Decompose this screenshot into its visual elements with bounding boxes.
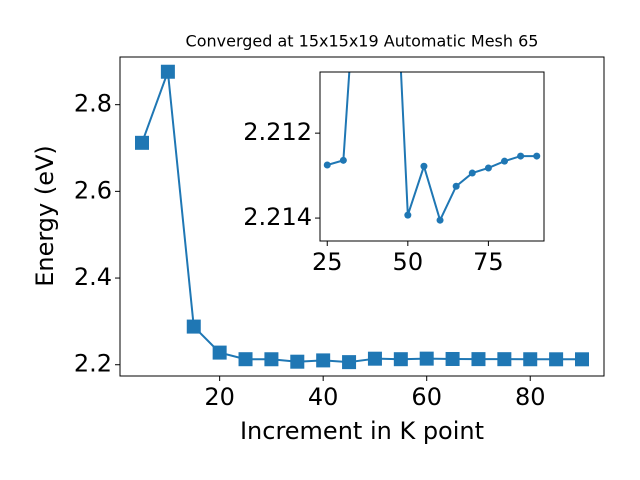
- x-axis-label: Increment in K point: [240, 417, 484, 445]
- marker: [342, 355, 357, 370]
- x-tick-label: 20: [204, 383, 235, 411]
- plot-area: [320, 72, 544, 241]
- marker: [452, 182, 460, 190]
- series-group: [323, 72, 541, 224]
- axes-frame: [319, 71, 545, 242]
- marker: [290, 354, 305, 369]
- marker: [517, 152, 525, 160]
- marker: [501, 157, 509, 165]
- x-tick-label: 25: [312, 248, 343, 276]
- x-tick-label: 50: [393, 248, 424, 276]
- marker: [497, 352, 512, 367]
- marker: [212, 345, 227, 360]
- marker: [471, 352, 486, 367]
- y-tick-label: 2.6: [74, 176, 112, 204]
- marker: [484, 164, 492, 172]
- y-tick-label: 2.212: [243, 118, 312, 146]
- x-tick-label: 40: [308, 383, 339, 411]
- marker: [393, 352, 408, 367]
- marker: [549, 352, 564, 367]
- marker: [339, 156, 347, 164]
- y-tick-label: 2.4: [74, 263, 112, 291]
- marker: [420, 162, 428, 170]
- marker: [238, 352, 253, 367]
- marker: [404, 211, 412, 219]
- x-tick-label: 80: [515, 383, 546, 411]
- chart-title: Converged at 15x15x19 Automatic Mesh 65: [186, 32, 539, 51]
- marker: [186, 319, 201, 334]
- marker: [523, 352, 538, 367]
- series-group: [135, 64, 589, 370]
- marker: [264, 352, 279, 367]
- marker: [445, 351, 460, 366]
- marker: [367, 351, 382, 366]
- marker: [135, 135, 149, 150]
- y-tick-label: 2.214: [243, 203, 312, 231]
- marker: [323, 161, 331, 169]
- y-axis-label: Energy (eV): [31, 145, 59, 287]
- x-tick-label: 60: [411, 383, 442, 411]
- marker: [160, 64, 175, 79]
- marker: [533, 152, 541, 160]
- y-tick-label: 2.2: [74, 350, 112, 378]
- x-tick-label: 75: [473, 248, 504, 276]
- axes-frame: [119, 56, 605, 377]
- marker: [316, 353, 331, 368]
- marker: [419, 351, 434, 366]
- marker: [468, 169, 476, 177]
- y-tick-label: 2.8: [74, 90, 112, 118]
- marker: [575, 352, 589, 367]
- marker: [436, 216, 444, 224]
